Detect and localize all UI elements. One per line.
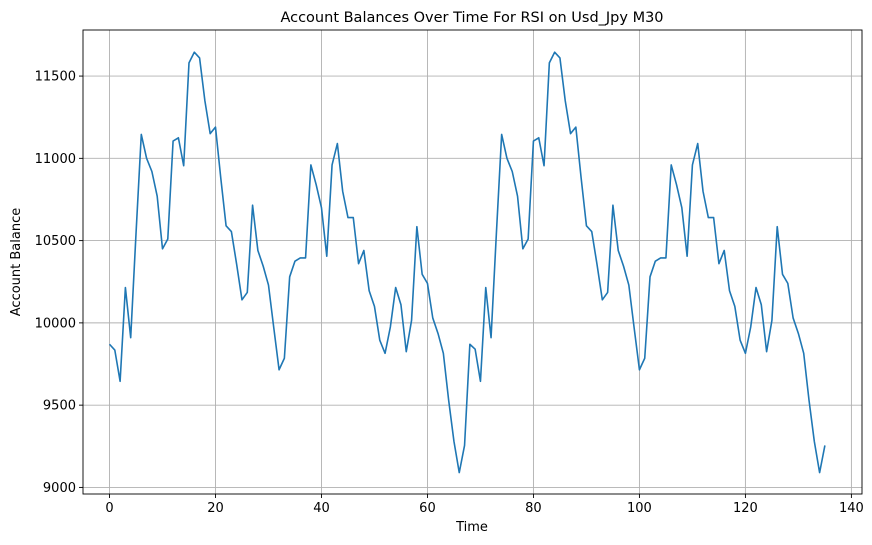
x-tick-label: 20 xyxy=(207,501,224,516)
y-tick-label: 9000 xyxy=(43,481,76,496)
x-tick-label: 60 xyxy=(419,501,436,516)
x-tick-label: 80 xyxy=(525,501,542,516)
x-axis-label: Time xyxy=(455,520,488,535)
x-tick-label: 40 xyxy=(313,501,330,516)
y-tick-label: 11500 xyxy=(35,70,76,85)
x-tick-label: 120 xyxy=(733,501,758,516)
y-tick-label: 10500 xyxy=(35,234,76,249)
y-tick-label: 10000 xyxy=(35,316,76,331)
account-balance-series-line xyxy=(108,51,826,474)
plot-frame xyxy=(82,29,863,495)
y-tick-label: 11000 xyxy=(35,152,76,167)
chart-title: Account Balances Over Time For RSI on Us… xyxy=(280,10,663,26)
y-tick-label: 9500 xyxy=(43,399,76,414)
x-tick-label: 140 xyxy=(839,501,864,516)
grid-lines xyxy=(83,30,862,494)
y-axis-label: Account Balance xyxy=(9,208,24,316)
axis-ticks: 0 20 40 60 80 100 120 140 9000 9500 10000 10500 1100… xyxy=(35,70,864,516)
x-tick-label: 0 xyxy=(105,501,113,516)
x-tick-label: 100 xyxy=(627,501,652,516)
